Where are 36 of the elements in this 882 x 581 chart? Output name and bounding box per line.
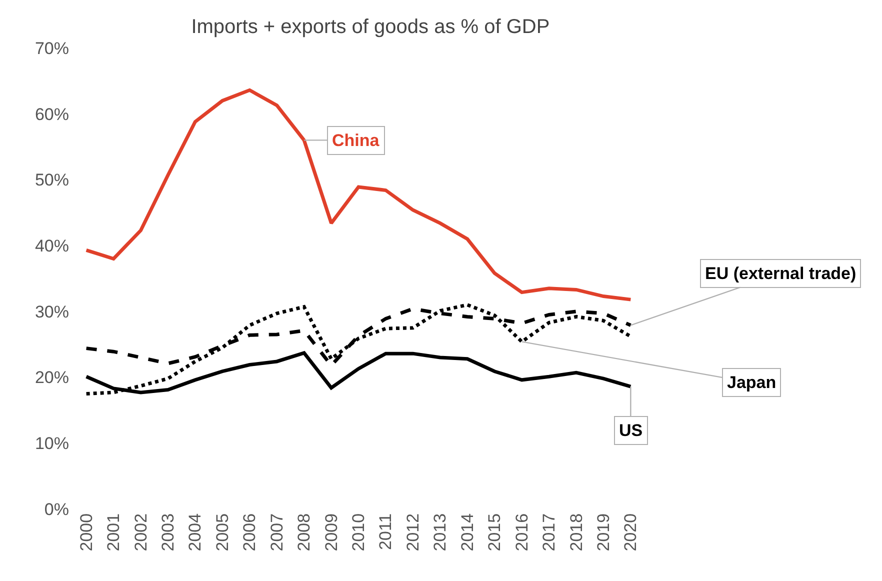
y-tick-label: 20%: [34, 368, 69, 388]
x-tick-label: 2014: [458, 513, 477, 552]
x-tick-label: 2008: [294, 513, 314, 552]
x-tick-label: 2007: [267, 513, 286, 552]
y-tick-label: 10%: [34, 434, 69, 454]
y-tick-label: 40%: [34, 236, 69, 256]
x-tick-label: 2004: [186, 513, 205, 552]
x-tick-label: 2006: [240, 513, 260, 552]
series-label: China: [332, 131, 380, 150]
y-tick-label: 50%: [34, 170, 69, 190]
x-tick-label: 2017: [540, 513, 559, 552]
x-tick-label: 2005: [212, 513, 232, 552]
text: US: [619, 421, 643, 440]
y-tick-label: 0%: [44, 500, 69, 519]
chart-title: Imports + exports of goods as % of GDP: [191, 16, 550, 38]
x-tick-label: 2015: [485, 513, 504, 552]
y-tick-label: 70%: [34, 38, 69, 58]
x-tick-label: 2011: [376, 513, 396, 550]
line-series: [84, 88, 632, 302]
x-tick-label: 2009: [322, 513, 341, 552]
x-tick-label: 2020: [621, 513, 640, 552]
y-tick-label: 30%: [34, 302, 69, 322]
text: EU (external trade): [705, 264, 856, 283]
x-tick-label: 2001: [104, 513, 124, 552]
x-tick-label: 2016: [512, 513, 532, 552]
x-tick-label: 2003: [158, 513, 178, 552]
y-tick-label: 60%: [34, 104, 69, 124]
line-series: [84, 303, 632, 396]
x-tick-label: 2018: [566, 513, 586, 552]
x-tick-label: 2012: [403, 513, 422, 552]
text: Japan: [727, 373, 776, 392]
x-tick-label: 2000: [76, 513, 96, 552]
x-tick-label: 2013: [430, 513, 450, 552]
x-tick-label: 2010: [349, 513, 368, 552]
x-tick-label: 2019: [594, 513, 613, 552]
x-tick-label: 2002: [131, 513, 150, 552]
